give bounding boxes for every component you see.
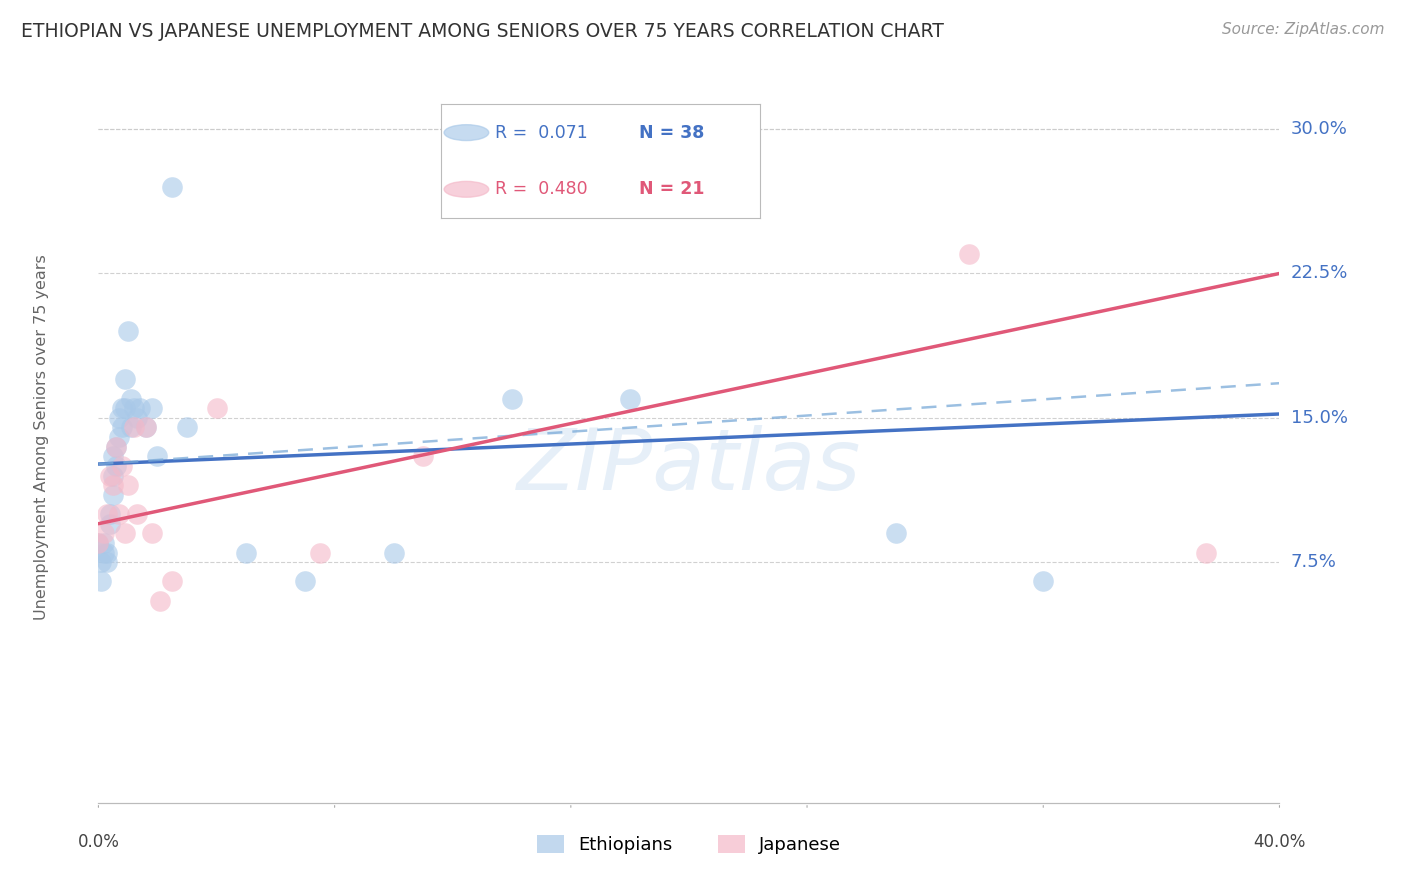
Point [959, 247, 981, 261]
Point [108, 430, 131, 444]
Point [294, 574, 316, 589]
Point [135, 420, 157, 434]
Point [501, 392, 523, 406]
Point [105, 440, 128, 454]
Point [235, 545, 257, 559]
Point [205, 401, 228, 416]
Point [382, 545, 405, 559]
Point [1195, 545, 1218, 559]
Text: ETHIOPIAN VS JAPANESE UNEMPLOYMENT AMONG SENIORS OVER 75 YEARS CORRELATION CHART: ETHIOPIAN VS JAPANESE UNEMPLOYMENT AMONG… [21, 22, 943, 41]
Text: 22.5%: 22.5% [1291, 264, 1348, 283]
Point [108, 410, 131, 425]
Point [309, 545, 332, 559]
Text: 30.0%: 30.0% [1291, 120, 1347, 138]
Point [884, 526, 907, 541]
Point [98, 507, 121, 521]
Point [176, 420, 198, 434]
Point [93, 545, 115, 559]
Point [96, 555, 118, 569]
Point [135, 420, 157, 434]
Point [141, 401, 163, 416]
Text: 7.5%: 7.5% [1291, 553, 1337, 571]
Point [103, 478, 125, 492]
Point [117, 324, 139, 338]
Point [1032, 574, 1054, 589]
Point [98, 468, 121, 483]
Point [105, 458, 128, 473]
Point [114, 401, 136, 416]
Text: ZIPatlas: ZIPatlas [517, 425, 860, 508]
Legend: Ethiopians, Japanese: Ethiopians, Japanese [531, 830, 846, 860]
Point [122, 420, 145, 434]
Point [105, 440, 128, 454]
Point [162, 179, 183, 194]
Text: 15.0%: 15.0% [1291, 409, 1347, 427]
Point [412, 450, 434, 464]
Point [128, 401, 150, 416]
Point [93, 526, 115, 541]
Point [93, 536, 115, 550]
Point [162, 574, 183, 589]
Point [90, 574, 112, 589]
Point [619, 392, 641, 406]
Point [120, 420, 142, 434]
Point [103, 488, 125, 502]
Point [114, 526, 136, 541]
Point [111, 401, 134, 416]
Point [103, 450, 125, 464]
Point [96, 507, 118, 521]
Point [141, 526, 163, 541]
Point [87, 536, 110, 550]
Point [120, 392, 142, 406]
Text: Unemployment Among Seniors over 75 years: Unemployment Among Seniors over 75 years [34, 254, 49, 620]
Point [125, 410, 148, 425]
Point [111, 420, 134, 434]
Point [149, 593, 172, 607]
Point [87, 536, 110, 550]
Point [117, 478, 139, 492]
Text: Source: ZipAtlas.com: Source: ZipAtlas.com [1222, 22, 1385, 37]
Point [111, 458, 134, 473]
Point [96, 545, 118, 559]
Point [98, 516, 121, 531]
Text: 0.0%: 0.0% [77, 833, 120, 851]
Point [108, 507, 131, 521]
Text: 40.0%: 40.0% [1253, 833, 1306, 851]
Point [125, 507, 148, 521]
Point [146, 450, 169, 464]
Point [103, 468, 125, 483]
Point [114, 372, 136, 386]
Point [90, 555, 112, 569]
Point [122, 401, 145, 416]
